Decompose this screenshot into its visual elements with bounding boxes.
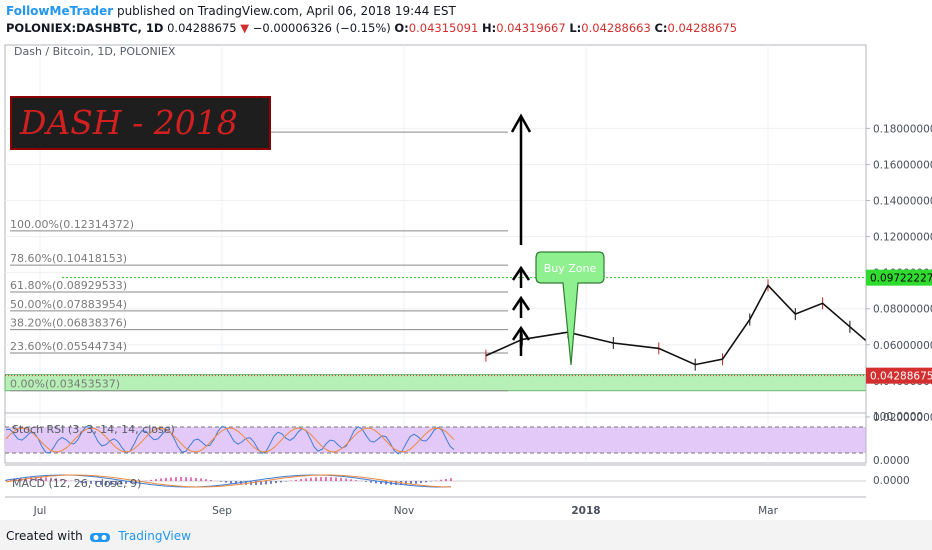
price-change: −0.00006326 (−0.15%) <box>252 21 391 35</box>
time-tick-label: Nov <box>394 505 415 517</box>
time-tick-label: Jul <box>33 505 47 517</box>
chart-header: FollowMeTrader published on TradingView.… <box>0 0 932 40</box>
tradingview-brand[interactable]: TradingView <box>118 529 191 543</box>
stoch-rsi-band <box>5 427 866 453</box>
published-text: published on TradingView.com, April 06, … <box>116 4 456 18</box>
price-chart[interactable]: 161.80%(0.17790868)100.00%(0.12314372)78… <box>0 40 932 520</box>
fib-level-label: 78.60%(0.10418153) <box>10 252 127 265</box>
created-with-text: Created with <box>6 529 83 543</box>
target-price-label: 0.09722227 <box>870 273 932 285</box>
macd-label: MACD (12, 26, close, 9) <box>12 477 141 490</box>
price-tick-label: 0.18000000 <box>873 123 932 135</box>
current-price-badge <box>866 367 932 384</box>
low-label: L: <box>569 21 582 35</box>
stoch-rsi-pane: Stoch RSI (3, 3, 14, 14, close) <box>5 423 866 455</box>
fib-level-label: 38.20%(0.06838376) <box>10 317 127 330</box>
price-tick-label: 0.12000000 <box>873 232 932 244</box>
buy-zone-callout[interactable]: Buy Zone <box>535 251 605 366</box>
close-value: 0.04288675 <box>667 21 738 35</box>
high-value: 0.04319667 <box>496 21 566 35</box>
stoch-k-line <box>5 425 455 455</box>
change-down-icon: ▼ <box>240 21 250 35</box>
author-link[interactable]: FollowMeTrader <box>6 4 114 18</box>
price-tick-label: 0.02000000 <box>873 412 932 424</box>
macd-signal-line <box>5 474 452 488</box>
fib-level-label: 23.60%(0.05544734) <box>10 340 127 353</box>
low-value: 0.04288663 <box>581 21 651 35</box>
fib-level-label: 100.00%(0.12314372) <box>10 218 134 231</box>
current-price-label: 0.04288675 <box>870 371 932 383</box>
dash-2018-label: DASH - 2018 <box>10 96 271 150</box>
up-chevron-icon <box>511 295 531 311</box>
ohlc-line: POLONIEX:DASHBTC, 1D 0.04288675 ▼ −0.000… <box>6 20 737 37</box>
buy-zone-bubble <box>535 251 605 366</box>
fib-level-label: 50.00%(0.07883954) <box>10 298 127 311</box>
price-tick-label: 0.06000000 <box>873 340 932 352</box>
indicator-tick-label: 0.0000 <box>873 475 910 487</box>
macd-pane: MACD (12, 26, close, 9) <box>5 474 866 490</box>
time-tick-label: Sep <box>212 505 232 517</box>
time-tick-label: Mar <box>758 505 778 517</box>
price-axis[interactable]: 0.18000000 0.16000000 0.14000000 0.12000000… <box>865 45 932 487</box>
dash-2018-box <box>10 96 271 150</box>
open-value: 0.04315091 <box>408 21 479 35</box>
footer: Created with TradingView <box>0 520 932 550</box>
buy-zone-label: Buy Zone <box>544 262 597 275</box>
publish-line: FollowMeTrader published on TradingView.… <box>6 3 456 20</box>
time-axis[interactable]: JulSepNov2018MarMayJulSepNov2019 <box>5 496 932 517</box>
fib-level-label: 61.80%(0.08929533) <box>10 279 127 292</box>
price-axis-bg <box>866 45 932 463</box>
chart-title: Dash / Bitcoin, 1D, POLONIEX <box>14 45 176 58</box>
symbol-label: POLONIEX:DASHBTC, 1D <box>6 21 164 35</box>
price-tick-label: 0.14000000 <box>873 196 932 208</box>
projection-arrows <box>510 113 532 356</box>
stoch-d-line <box>5 427 455 453</box>
tradingview-logo-icon <box>89 532 110 542</box>
dash-2018-text: DASH - 2018 <box>19 103 238 142</box>
up-chevron-icon <box>511 265 531 281</box>
time-tick-label: 2018 <box>571 505 600 517</box>
fib-level-label: 0.00%(0.03453537) <box>10 378 120 391</box>
price-series-line <box>485 283 932 374</box>
price-tick-label: 0.16000000 <box>873 159 932 171</box>
high-label: H: <box>481 21 497 35</box>
indicator-tick-label: 100.0000 <box>873 411 923 423</box>
up-arrow-icon <box>510 113 532 133</box>
indicator-tick-label: 0.0000 <box>873 455 910 467</box>
target-price-badge <box>866 269 932 286</box>
price-tick-label: 0.08000000 <box>873 304 932 316</box>
support-zone <box>4 374 867 392</box>
last-price: 0.04288675 <box>167 21 237 35</box>
stoch-rsi-label: Stoch RSI (3, 3, 14, 14, close) <box>12 423 175 436</box>
up-chevron-icon <box>511 325 531 341</box>
close-label: C: <box>654 21 668 35</box>
open-label: O: <box>394 21 409 35</box>
